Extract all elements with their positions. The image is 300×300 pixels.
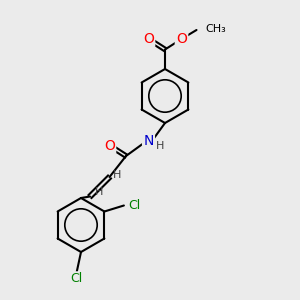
Text: Cl: Cl [70, 272, 83, 286]
Text: N: N [143, 134, 154, 148]
Text: CH₃: CH₃ [206, 23, 226, 34]
Text: O: O [143, 32, 154, 46]
Text: H: H [155, 141, 164, 151]
Text: Cl: Cl [128, 199, 141, 212]
Text: O: O [104, 139, 115, 152]
Text: H: H [95, 187, 103, 197]
Text: O: O [176, 32, 187, 46]
Text: H: H [113, 169, 121, 180]
